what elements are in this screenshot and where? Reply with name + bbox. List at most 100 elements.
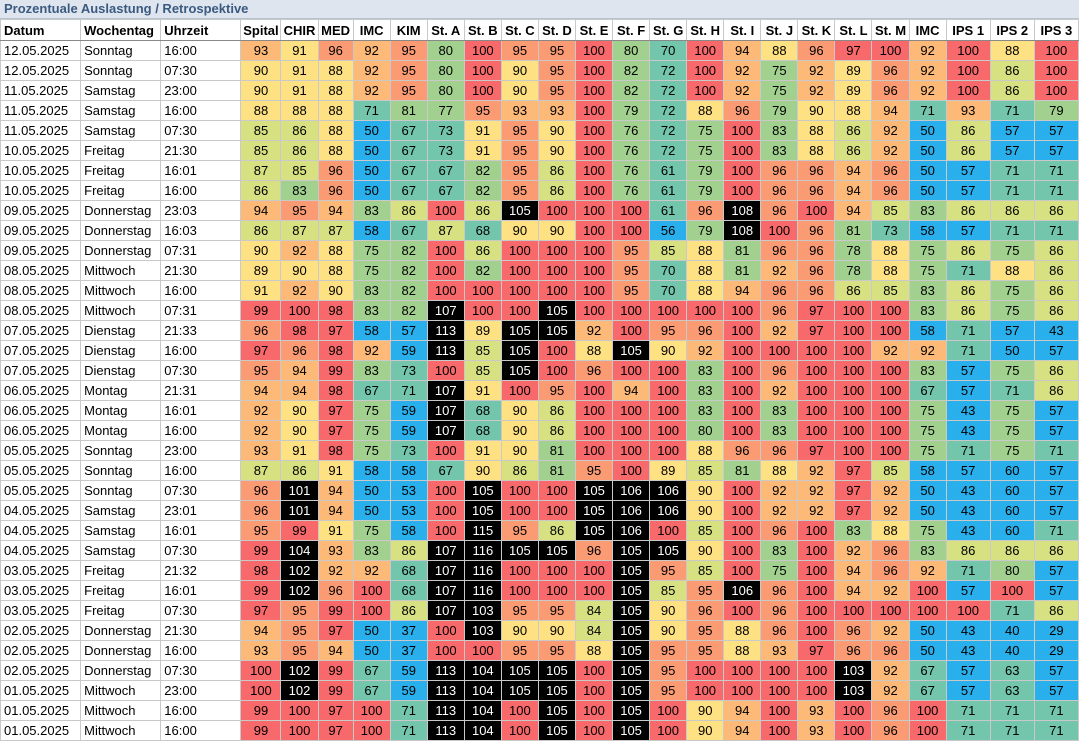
value-cell-ips-2[interactable]: 63 [989, 660, 1035, 681]
value-cell-kim[interactable]: 37 [389, 640, 428, 661]
value-cell-st-l[interactable]: 100 [834, 600, 873, 621]
value-cell-ips-2[interactable]: 71 [989, 160, 1035, 181]
value-cell-st-c[interactable]: 86 [500, 460, 539, 481]
value-cell-chir[interactable]: 90 [280, 420, 319, 441]
value-cell-st-a[interactable]: 67 [426, 180, 465, 201]
value-cell-st-e[interactable]: 95 [574, 460, 614, 481]
value-cell-spital[interactable]: 97 [240, 340, 282, 361]
value-cell-st-g[interactable]: 100 [649, 720, 688, 741]
value-cell-st-j[interactable]: 96 [760, 580, 799, 601]
value-cell-imc[interactable]: 71 [908, 100, 947, 121]
value-cell-st-h[interactable]: 75 [686, 140, 725, 161]
value-cell-imc[interactable]: 75 [352, 440, 391, 461]
value-cell-st-f[interactable]: 95 [612, 240, 651, 261]
value-cell-st-d[interactable]: 100 [537, 360, 576, 381]
value-cell-st-c[interactable]: 100 [500, 560, 539, 581]
value-cell-st-j[interactable]: 100 [760, 220, 799, 241]
value-cell-st-k[interactable]: 100 [797, 580, 836, 601]
time-cell[interactable]: 16:00 [160, 280, 242, 301]
value-cell-st-m[interactable]: 92 [871, 480, 910, 501]
value-cell-imc[interactable]: 92 [908, 40, 947, 61]
value-cell-ips-2[interactable]: 57 [989, 140, 1035, 161]
value-cell-st-h[interactable]: 79 [686, 160, 725, 181]
date-cell[interactable]: 12.05.2025 [0, 60, 82, 81]
value-cell-spital[interactable]: 88 [240, 100, 282, 121]
value-cell-st-m[interactable]: 96 [871, 160, 910, 181]
value-cell-st-d[interactable]: 100 [537, 560, 576, 581]
value-cell-st-b[interactable]: 100 [463, 640, 502, 661]
value-cell-st-j[interactable]: 83 [760, 120, 799, 141]
value-cell-st-a[interactable]: 113 [426, 320, 465, 341]
value-cell-imc[interactable]: 50 [908, 140, 947, 161]
value-cell-st-k[interactable]: 93 [797, 700, 836, 721]
weekday-cell[interactable]: Mittwoch [80, 260, 162, 281]
value-cell-ips-3[interactable]: 57 [1033, 120, 1079, 141]
value-cell-chir[interactable]: 85 [280, 160, 319, 181]
weekday-cell[interactable]: Montag [80, 420, 162, 441]
date-cell[interactable]: 02.05.2025 [0, 620, 82, 641]
time-cell[interactable]: 07:30 [160, 120, 242, 141]
value-cell-st-j[interactable]: 96 [760, 160, 799, 181]
value-cell-st-i[interactable]: 94 [723, 720, 762, 741]
value-cell-st-c[interactable]: 105 [500, 660, 539, 681]
value-cell-st-l[interactable]: 97 [834, 40, 873, 61]
value-cell-st-i[interactable]: 108 [723, 200, 762, 221]
value-cell-ips-1[interactable]: 86 [945, 140, 991, 161]
value-cell-imc[interactable]: 50 [908, 640, 947, 661]
value-cell-med[interactable]: 98 [317, 300, 354, 321]
value-cell-st-d[interactable]: 95 [537, 380, 576, 401]
value-cell-st-d[interactable]: 95 [537, 600, 576, 621]
date-cell[interactable]: 02.05.2025 [0, 640, 82, 661]
value-cell-st-b[interactable]: 105 [463, 500, 502, 521]
value-cell-ips-2[interactable]: 60 [989, 500, 1035, 521]
weekday-cell[interactable]: Donnerstag [80, 220, 162, 241]
value-cell-st-h[interactable]: 83 [686, 400, 725, 421]
value-cell-chir[interactable]: 94 [280, 360, 319, 381]
value-cell-st-g[interactable]: 100 [649, 520, 688, 541]
value-cell-st-m[interactable]: 96 [871, 720, 910, 741]
value-cell-st-a[interactable]: 80 [426, 80, 465, 101]
weekday-cell[interactable]: Freitag [80, 560, 162, 581]
value-cell-med[interactable]: 88 [317, 80, 354, 101]
value-cell-imc[interactable]: 83 [352, 200, 391, 221]
weekday-cell[interactable]: Mittwoch [80, 280, 162, 301]
value-cell-chir[interactable]: 100 [280, 300, 319, 321]
value-cell-ips-2[interactable]: 75 [989, 420, 1035, 441]
value-cell-st-j[interactable]: 100 [760, 660, 799, 681]
value-cell-ips-3[interactable]: 86 [1033, 360, 1079, 381]
value-cell-st-m[interactable]: 100 [871, 360, 910, 381]
value-cell-ips-1[interactable]: 71 [945, 560, 991, 581]
value-cell-st-i[interactable]: 88 [723, 620, 762, 641]
value-cell-imc[interactable]: 75 [908, 240, 947, 261]
value-cell-imc[interactable]: 75 [352, 420, 391, 441]
value-cell-kim[interactable]: 59 [389, 680, 428, 701]
value-cell-st-j[interactable]: 100 [760, 340, 799, 361]
value-cell-st-a[interactable]: 100 [426, 260, 465, 281]
value-cell-ips-3[interactable]: 57 [1033, 560, 1079, 581]
value-cell-ips-1[interactable]: 57 [945, 660, 991, 681]
value-cell-st-f[interactable]: 100 [612, 320, 651, 341]
value-cell-st-m[interactable]: 92 [871, 680, 910, 701]
value-cell-st-a[interactable]: 113 [426, 720, 465, 741]
value-cell-imc[interactable]: 50 [352, 620, 391, 641]
value-cell-st-e[interactable]: 105 [574, 500, 614, 521]
value-cell-st-h[interactable]: 88 [686, 100, 725, 121]
value-cell-st-f[interactable]: 105 [612, 640, 651, 661]
value-cell-med[interactable]: 88 [317, 260, 354, 281]
value-cell-ips-2[interactable]: 71 [989, 600, 1035, 621]
value-cell-ips-3[interactable]: 71 [1033, 520, 1079, 541]
value-cell-med[interactable]: 88 [317, 100, 354, 121]
value-cell-kim[interactable]: 58 [389, 460, 428, 481]
value-cell-st-m[interactable]: 92 [871, 120, 910, 141]
value-cell-st-k[interactable]: 92 [797, 460, 836, 481]
value-cell-ips-1[interactable]: 43 [945, 640, 991, 661]
value-cell-kim[interactable]: 68 [389, 580, 428, 601]
value-cell-kim[interactable]: 81 [389, 100, 428, 121]
value-cell-st-e[interactable]: 100 [574, 400, 614, 421]
value-cell-ips-2[interactable]: 50 [989, 340, 1035, 361]
value-cell-chir[interactable]: 91 [280, 80, 319, 101]
value-cell-st-c[interactable]: 95 [500, 40, 539, 61]
value-cell-st-i[interactable]: 100 [723, 560, 762, 581]
value-cell-st-m[interactable]: 100 [871, 440, 910, 461]
value-cell-imc[interactable]: 83 [908, 200, 947, 221]
